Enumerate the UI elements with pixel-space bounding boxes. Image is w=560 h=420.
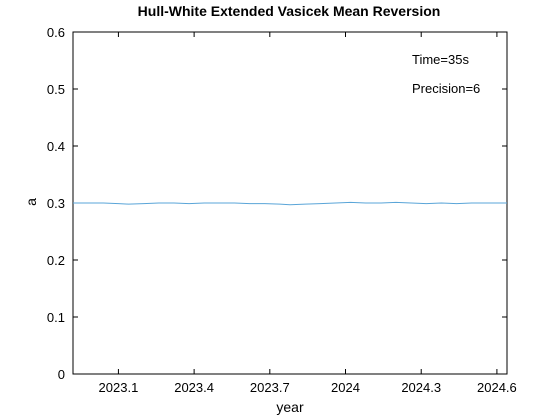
y-tick-label: 0.1 — [47, 310, 65, 325]
x-tick-label: 2024.6 — [477, 380, 517, 395]
y-axis-label: a — [23, 198, 39, 206]
annotation-time: Time=35s — [412, 52, 469, 67]
y-tick-label: 0.4 — [47, 139, 65, 154]
y-tick-label: 0.3 — [47, 196, 65, 211]
annotation-precision: Precision=6 — [412, 81, 480, 96]
x-tick-label: 2023.4 — [174, 380, 214, 395]
chart-title: Hull-White Extended Vasicek Mean Reversi… — [138, 3, 441, 19]
x-tick-label: 2024 — [331, 380, 360, 395]
x-axis-label: year — [276, 399, 304, 415]
x-tick-label: 2023.1 — [99, 380, 139, 395]
y-tick-label: 0.6 — [47, 25, 65, 40]
x-tick-label: 2024.3 — [401, 380, 441, 395]
series-line — [73, 201, 507, 206]
x-axis: 2023.1 2023.4 2023.7 2024 2024.3 2024.6 — [99, 32, 517, 395]
y-tick-label: 0.2 — [47, 253, 65, 268]
y-tick-label: 0 — [58, 367, 65, 382]
y-tick-label: 0.5 — [47, 82, 65, 97]
x-tick-label: 2023.7 — [250, 380, 290, 395]
